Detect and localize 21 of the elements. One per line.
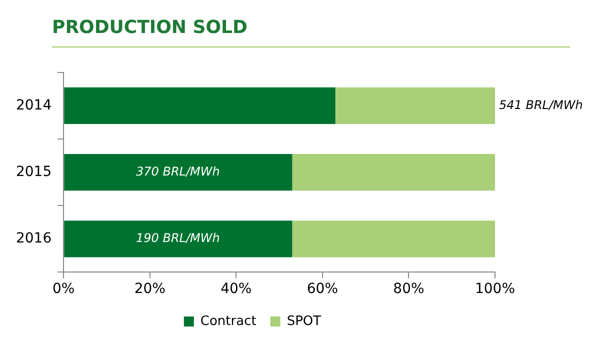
bar [64,220,292,258]
x-tick-label: 60% [306,281,338,298]
bar [64,154,292,191]
legend-label: SPOT [286,314,322,329]
x-tick-label: 80% [393,281,424,298]
annotation: 370 BRL/MWh [136,164,220,178]
text: 541 BRL/MWh [499,98,583,112]
x-tick-label: 100% [474,281,516,298]
y-tick-label: 2016 [16,230,52,247]
chart-title: PRODUCTION SOLD [52,17,248,38]
bar [335,87,495,124]
annotation: 190 BRL/MWh [136,231,220,246]
x-tick-label: 0% [52,281,75,298]
bar [292,220,495,258]
bar [292,154,495,191]
x-tick-label: 40% [220,281,252,298]
bar [64,87,336,124]
y-tick-label: 2014 [16,97,52,114]
legend-label: Contract [200,314,256,329]
x-tick-label: 20% [134,281,166,298]
y-tick-label: 2015 [16,164,52,180]
